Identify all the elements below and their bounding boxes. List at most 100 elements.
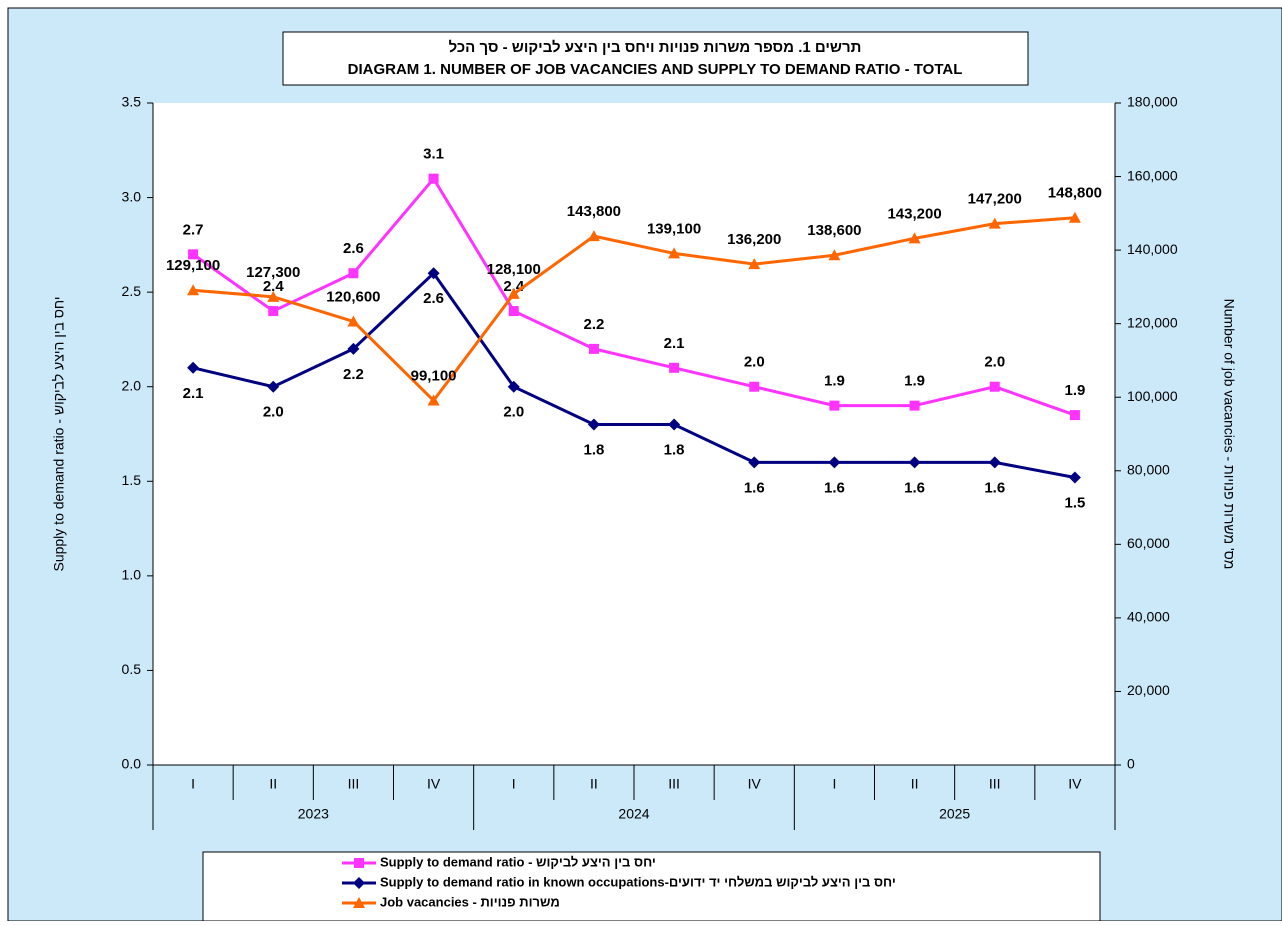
data-point xyxy=(748,456,761,469)
data-label: 120,600 xyxy=(326,288,380,305)
data-point xyxy=(267,290,280,302)
data-label: 2.7 xyxy=(183,221,204,238)
data-point xyxy=(668,247,681,259)
series-line xyxy=(192,270,1076,479)
y2-tick-label: 120,000 xyxy=(1127,314,1178,330)
data-label: 1.9 xyxy=(904,373,925,390)
data-label: 99,100 xyxy=(411,368,457,385)
year-label: 2024 xyxy=(618,806,649,822)
y-tick-label: 2.0 xyxy=(122,377,142,393)
data-label: 2.0 xyxy=(744,354,765,371)
data-point xyxy=(347,342,360,355)
data-point xyxy=(188,249,199,260)
data-point xyxy=(427,267,440,280)
data-point xyxy=(507,287,520,299)
data-label: 1.8 xyxy=(583,442,604,459)
data-label: 2.6 xyxy=(423,290,444,307)
data-point xyxy=(428,173,439,184)
data-point xyxy=(668,418,681,431)
y2-tick-label: 20,000 xyxy=(1127,682,1170,698)
data-point xyxy=(348,268,359,279)
x-tick-label: I xyxy=(191,776,195,792)
y2-tick-label: 100,000 xyxy=(1127,388,1178,404)
data-point xyxy=(187,361,200,374)
y2-tick-label: 180,000 xyxy=(1127,94,1178,110)
data-label: 1.6 xyxy=(824,479,845,496)
data-point xyxy=(748,258,761,270)
y-tick-label: 1.5 xyxy=(122,472,142,488)
data-point xyxy=(507,380,520,393)
legend-label: Job vacancies - משרות פנויות xyxy=(380,894,560,909)
data-label: 1.5 xyxy=(1064,494,1085,511)
data-label: 1.9 xyxy=(824,373,845,390)
legend-marker xyxy=(353,897,365,908)
data-point xyxy=(749,381,760,392)
data-label: 1.6 xyxy=(744,479,765,496)
data-label: 1.6 xyxy=(984,479,1005,496)
year-label: 2025 xyxy=(939,806,970,822)
x-tick-label: I xyxy=(512,776,516,792)
y2-tick-label: 0 xyxy=(1127,756,1135,772)
data-point xyxy=(828,456,841,469)
data-label: 3.1 xyxy=(423,146,444,163)
data-point xyxy=(908,232,921,244)
y-tick-label: 3.0 xyxy=(122,188,142,204)
series-line xyxy=(192,216,1076,403)
data-label: 1.6 xyxy=(904,479,925,496)
data-label: 2.0 xyxy=(503,404,524,421)
data-label: 2.2 xyxy=(583,316,604,333)
x-tick-label: III xyxy=(668,776,680,792)
data-label: 1.9 xyxy=(1064,382,1085,399)
data-label: 143,800 xyxy=(567,203,621,220)
x-tick-label: I xyxy=(832,776,836,792)
data-point xyxy=(829,400,840,411)
legend-label: Supply to demand ratio in known occupati… xyxy=(380,874,896,889)
data-label: 139,100 xyxy=(647,220,701,237)
y2-tick-label: 60,000 xyxy=(1127,535,1170,551)
data-point xyxy=(828,249,841,261)
data-point xyxy=(1068,211,1081,223)
data-point xyxy=(989,381,1000,392)
data-label: 2.1 xyxy=(664,335,685,352)
data-label: 143,200 xyxy=(887,205,941,222)
legend-marker xyxy=(354,858,364,868)
data-label: 147,200 xyxy=(968,191,1022,208)
x-tick-label: III xyxy=(348,776,360,792)
y-tick-label: 1.0 xyxy=(122,567,142,583)
plot-area xyxy=(153,103,1115,765)
x-tick-label: II xyxy=(590,776,598,792)
data-point xyxy=(427,394,440,406)
data-point xyxy=(187,284,200,296)
x-tick-label: III xyxy=(989,776,1001,792)
x-tick-label: II xyxy=(269,776,277,792)
chart-title: תרשים 1. מספר משרות פנויות ויחס בין היצע… xyxy=(449,39,862,56)
data-label: 129,100 xyxy=(166,257,220,274)
data-point xyxy=(347,315,360,327)
y-tick-label: 0.0 xyxy=(122,756,142,772)
data-point xyxy=(988,217,1001,229)
data-point xyxy=(908,456,921,469)
data-label: 1.8 xyxy=(664,442,685,459)
data-point xyxy=(988,456,1001,469)
data-label: 148,800 xyxy=(1048,185,1102,202)
data-label: 2.6 xyxy=(343,240,364,257)
x-tick-label: IV xyxy=(1068,776,1082,792)
data-point xyxy=(587,230,600,242)
legend-label: Supply to demand ratio - יחס בין היצע לב… xyxy=(380,854,656,869)
y-tick-label: 3.5 xyxy=(122,94,142,110)
title-box xyxy=(282,31,1029,86)
series-line xyxy=(192,176,1076,417)
y2-tick-label: 160,000 xyxy=(1127,167,1178,183)
data-label: 128,100 xyxy=(487,261,541,278)
y-tick-label: 2.5 xyxy=(122,283,142,299)
x-tick-label: IV xyxy=(748,776,762,792)
data-point xyxy=(669,362,680,373)
y-tick-label: 0.5 xyxy=(122,661,142,677)
data-point xyxy=(587,418,600,431)
data-point xyxy=(1069,410,1080,421)
data-point xyxy=(909,400,920,411)
data-label: 138,600 xyxy=(807,222,861,239)
x-tick-label: II xyxy=(911,776,919,792)
data-label: 2.1 xyxy=(183,385,204,402)
